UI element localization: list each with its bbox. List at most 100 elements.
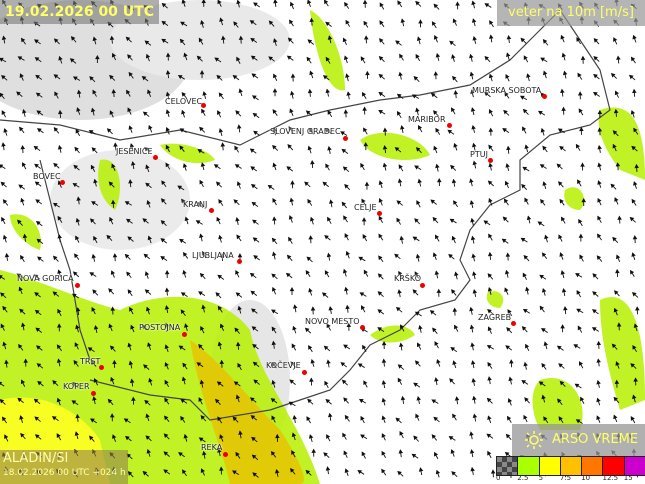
wind-arrow-head	[543, 341, 549, 346]
wind-arrow-head	[613, 414, 618, 420]
city-label: KOPER	[63, 382, 90, 391]
wind-arrow-head	[182, 362, 187, 368]
wind-arrow-head	[271, 415, 276, 421]
wind-arrow-head	[218, 234, 223, 240]
wind-arrow-head	[127, 54, 132, 59]
scale-swatch	[624, 457, 645, 475]
wind-arrow-head	[542, 181, 547, 186]
wind-arrow-head	[306, 416, 311, 421]
wind-arrow-head	[251, 436, 256, 442]
wind-arrow-head	[524, 197, 529, 203]
wind-arrow-head	[452, 75, 457, 81]
wind-arrow-head	[20, 37, 26, 43]
wind-arrow-head	[415, 107, 420, 113]
wind-arrow-head	[580, 396, 585, 402]
wind-arrow-head	[92, 289, 97, 294]
wind-arrow-head	[2, 234, 8, 240]
wind-arrow-head	[110, 376, 115, 382]
wind-arrow-head	[469, 71, 475, 77]
wind-arrow-head	[272, 251, 277, 257]
wind-arrow-head	[33, 398, 39, 404]
wind-arrow-head	[292, 304, 298, 309]
wind-arrow-head	[164, 415, 169, 421]
wind-arrow-head	[52, 291, 58, 296]
wind-arrow-head	[435, 469, 441, 475]
wind-arrow-head	[130, 324, 135, 330]
city-marker	[343, 136, 348, 141]
wind-arrow-head	[323, 452, 328, 457]
wind-arrow-head	[200, 468, 205, 474]
city-label: JESENICE	[116, 147, 153, 156]
wind-arrow-head	[112, 253, 118, 258]
wind-arrow-head	[147, 235, 152, 241]
wind-arrow-head	[307, 145, 312, 151]
scale-tick: 15	[623, 474, 633, 482]
wind-arrow-head	[288, 236, 293, 242]
wind-arrow-head	[400, 324, 405, 330]
wind-arrow-head	[252, 343, 257, 349]
wind-arrow-head	[18, 286, 23, 292]
wind-arrow-head	[178, 452, 183, 457]
wind-arrow-head	[274, 468, 280, 474]
city-label: TRST	[80, 357, 101, 366]
wind-arrow-head	[128, 125, 133, 130]
wind-arrow-head	[472, 395, 477, 401]
wind-arrow-head	[488, 197, 493, 203]
city-marker	[223, 452, 228, 457]
city-label: MURSKA SOBOTA	[472, 86, 542, 95]
wind-arrow-head	[562, 70, 568, 76]
wind-arrow-head	[364, 181, 370, 186]
wind-arrow-head	[35, 221, 41, 226]
wind-arrow-head	[434, 341, 439, 346]
wind-arrow-head	[57, 234, 62, 239]
wind-arrow-head	[537, 110, 543, 116]
wind-arrow-head	[578, 361, 584, 366]
wind-arrow-head	[378, 109, 384, 115]
wind-arrow-head	[433, 110, 438, 115]
wind-arrow-head	[288, 401, 294, 406]
wind-arrow-head	[414, 311, 420, 316]
wind-arrow-head	[469, 200, 475, 205]
wind-arrow-head	[90, 360, 96, 366]
wind-arrow-head	[596, 379, 601, 385]
city-label: ZAGREB	[478, 313, 512, 322]
wind-arrow-head	[634, 163, 639, 169]
wind-arrow-head	[597, 215, 602, 221]
wind-arrow-head	[573, 344, 579, 349]
color-scale	[496, 456, 645, 476]
wind-arrow-head	[611, 343, 617, 349]
wind-arrow-head	[221, 35, 226, 40]
wind-arrow-head	[216, 381, 222, 386]
wind-arrow-head	[72, 183, 78, 188]
brand-logo[interactable]: ARSO VREME	[512, 424, 645, 456]
wind-arrow-head	[309, 216, 315, 222]
wind-arrow-head	[4, 434, 9, 439]
wind-arrow-head	[272, 216, 277, 221]
wind-arrow-head	[127, 471, 133, 476]
wind-arrow-head	[382, 145, 388, 150]
wind-arrow-head	[487, 180, 493, 186]
wind-arrow-head	[577, 325, 582, 331]
wind-arrow-head	[251, 201, 257, 207]
wind-arrow-head	[109, 35, 115, 41]
wind-arrow-head	[199, 126, 204, 132]
city-label: KRŠKO	[394, 274, 421, 283]
scale-swatch	[497, 457, 519, 475]
wind-arrow-head	[487, 376, 492, 381]
wind-arrow-head	[108, 323, 113, 329]
wind-arrow-head	[253, 379, 259, 384]
wind-arrow-head	[56, 358, 62, 363]
wind-arrow-head	[146, 199, 151, 205]
wind-arrow-head	[361, 217, 367, 222]
wind-arrow-head	[237, 362, 242, 368]
wind-arrow-head	[577, 72, 582, 78]
wind-arrow-head	[377, 291, 383, 296]
wind-arrow-head	[505, 74, 510, 79]
wind-arrow-head	[232, 75, 238, 80]
wind-arrow-head	[340, 362, 346, 367]
wind-arrow-head	[561, 288, 567, 293]
wind-arrow-head	[289, 197, 294, 203]
wind-arrow-head	[488, 162, 493, 168]
city-label: CELJE	[354, 203, 377, 212]
wind-arrow-head	[309, 17, 315, 23]
